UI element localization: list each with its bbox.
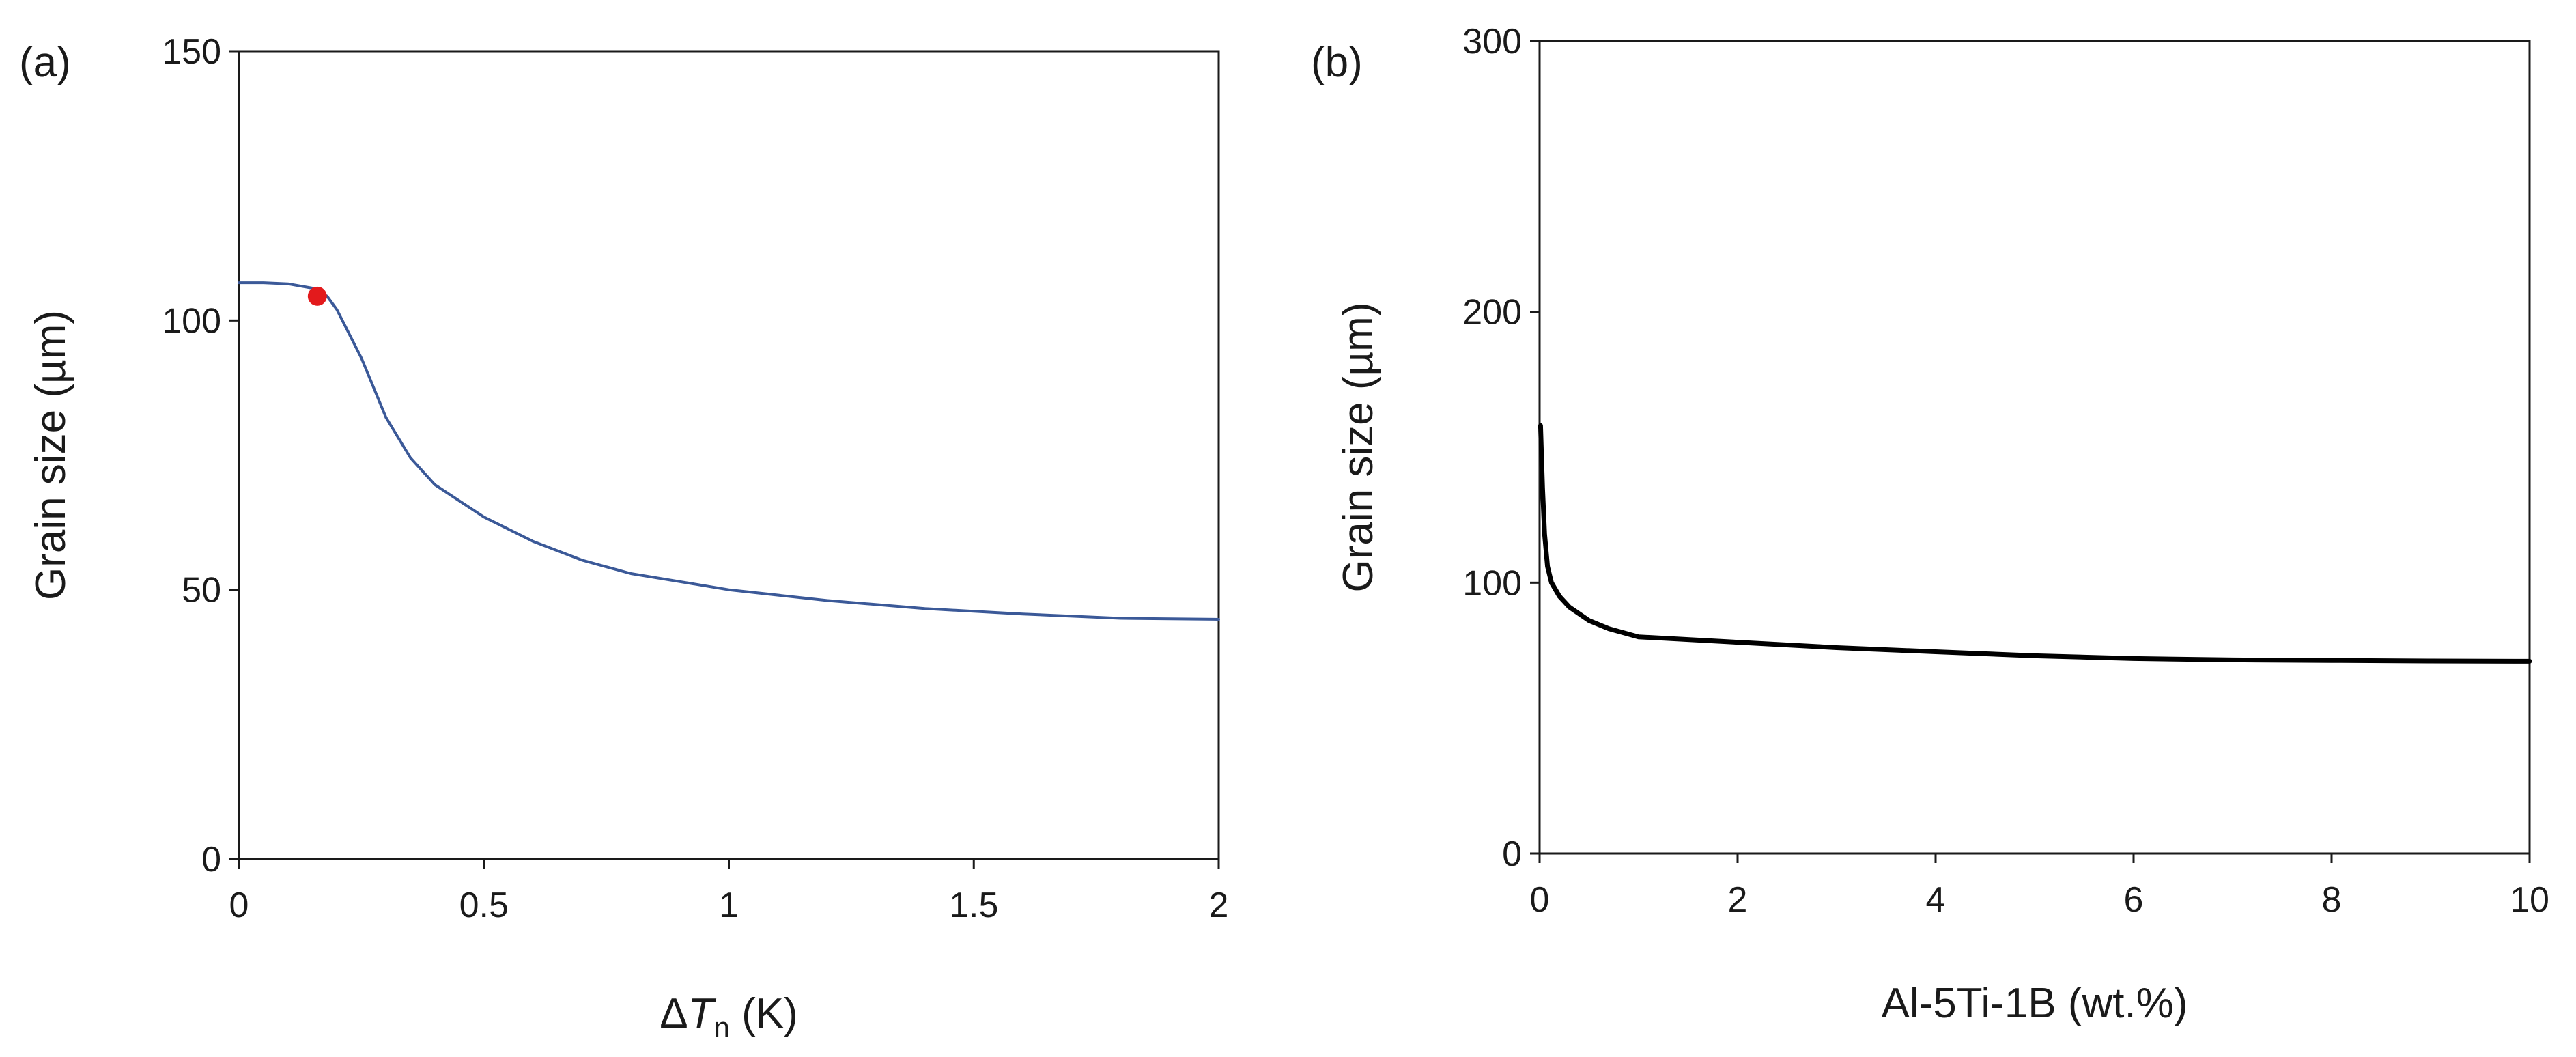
panel-a-ytick-label: 150 xyxy=(162,32,221,72)
panel-b-xlabel: Al-5Ti-1B (wt.%) xyxy=(1882,980,2188,1027)
panel-a-ylabel: Grain size (µm) xyxy=(27,310,74,600)
panel-b-xtick-label: 6 xyxy=(2124,880,2144,920)
panel-b-ytick-label: 200 xyxy=(1462,293,1522,333)
panel-a-xtick-label: 2 xyxy=(1209,886,1229,925)
panel-b-ylabel: Grain size (µm) xyxy=(1335,302,1382,593)
panel-a-xtick-label: 0.5 xyxy=(459,886,509,925)
panel-b-xtick-label: 2 xyxy=(1728,880,1748,920)
panel-b-ytick-label: 100 xyxy=(1462,563,1522,603)
panel-b-chart: 0 100 200 300 0 2 4 6 8 10 (b) Grain size (µm) Al-5T… xyxy=(1311,22,2549,1027)
panel-a-data-point xyxy=(307,286,327,306)
panel-b-plot-frame xyxy=(1538,40,2531,855)
panel-b-xtick-label: 4 xyxy=(1926,880,1946,920)
panel-b-ytick-label: 300 xyxy=(1462,22,1522,61)
panel-b-xtick-label: 10 xyxy=(2510,880,2549,920)
panel-a-series-line xyxy=(238,281,1220,621)
panel-a-ytick-label: 0 xyxy=(201,840,221,879)
panel-b-xtick-label: 8 xyxy=(2322,880,2342,920)
panel-a-xtick-label: 1.5 xyxy=(949,886,998,925)
panel-a-xlabel: ΔTn (K) xyxy=(660,990,798,1043)
panel-b-series-line xyxy=(1538,423,2532,664)
panel-a-plot-frame xyxy=(238,50,1220,860)
panel-a-ytick-label: 50 xyxy=(182,571,221,610)
panel-a-label: (a) xyxy=(19,39,71,86)
panel-a-xtick-label: 0 xyxy=(229,886,249,925)
panel-b-label: (b) xyxy=(1311,39,1363,86)
panel-a-chart: 0 50 100 150 0 0.5 1 1.5 2 (a) Grain size (µm) ΔTn … xyxy=(19,32,1228,1043)
panel-a-xtick-label: 1 xyxy=(719,886,739,925)
panel-b-xtick-label: 0 xyxy=(1530,880,1550,920)
panel-a-ytick-label: 100 xyxy=(162,301,221,341)
panel-b-ytick-label: 0 xyxy=(1502,834,1522,874)
